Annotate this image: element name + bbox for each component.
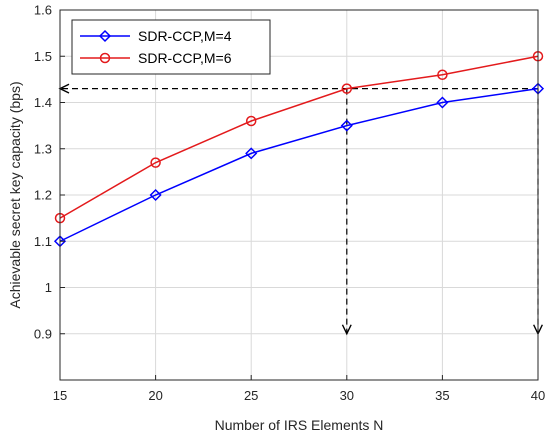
legend-label: SDR-CCP,M=6 xyxy=(138,50,232,66)
y-tick-label: 1.4 xyxy=(34,95,52,110)
series-line xyxy=(59,87,539,242)
legend-marker xyxy=(98,29,112,43)
data-point xyxy=(150,157,161,168)
legend-box xyxy=(71,19,271,75)
y-axis-label: Achievable secret key capacity (bps) xyxy=(7,81,23,308)
x-axis-label: Number of IRS Elements N xyxy=(215,417,384,433)
legend-marker xyxy=(99,52,111,64)
y-tick-label: 1.3 xyxy=(34,141,52,156)
y-tick-label: 1.5 xyxy=(34,49,52,64)
arrow-head xyxy=(341,324,352,336)
x-tick-label: 40 xyxy=(531,388,545,403)
x-tick-label: 15 xyxy=(53,388,67,403)
series-1 xyxy=(53,82,545,248)
legend: SDR-CCP,M=4 SDR-CCP,M=6 xyxy=(71,19,271,75)
x-tick-label: 30 xyxy=(340,388,354,403)
data-point xyxy=(245,115,257,127)
y-tick-label: 1.6 xyxy=(34,3,52,18)
data-point xyxy=(245,147,258,160)
y-tick-label: 1.2 xyxy=(34,188,52,203)
tick-labels: 15 20 25 30 35 40 0.9 1 1.1 1.2 1.3 1.4 1.5 1.6 xyxy=(34,3,545,404)
data-point xyxy=(341,83,353,94)
data-point xyxy=(340,119,353,132)
y-tick-label: 0.9 xyxy=(34,326,52,341)
data-point xyxy=(149,188,162,202)
data-point xyxy=(437,69,448,80)
y-tick-label: 1.1 xyxy=(34,234,52,249)
y-tick-label: 1 xyxy=(45,280,52,295)
data-point xyxy=(436,96,449,109)
x-tick-label: 20 xyxy=(148,388,162,403)
series-line xyxy=(59,55,539,219)
x-tick-label: 35 xyxy=(435,388,449,403)
legend-label: SDR-CCP,M=4 xyxy=(138,28,232,44)
x-tick-label: 25 xyxy=(244,388,258,403)
